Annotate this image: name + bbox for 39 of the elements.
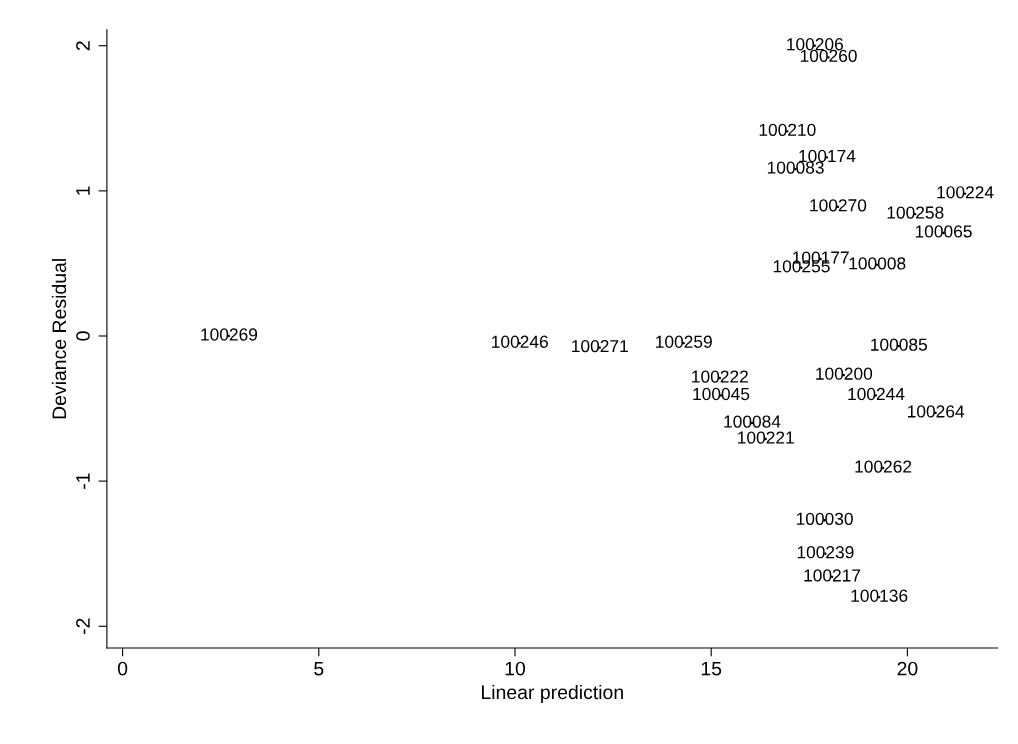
annotation: 100246 [492,335,548,348]
y-tick-label: 2 [76,41,90,51]
annotation: 100136 [851,589,908,602]
annotation: 100239 [797,546,854,559]
x-tick-label: 15 [701,661,722,676]
annotation: 100258 [887,206,944,219]
y-tick-label: 1 [76,186,90,195]
annotation: 100260 [800,49,857,62]
annotation: 100083 [767,161,824,174]
x-axis-title: Linear prediction [481,684,623,704]
x-tick-label: 20 [897,661,918,676]
annotation: 100224 [937,186,994,199]
y-axis-title: Deviance Residual [51,259,67,419]
annotation: 100264 [908,405,965,418]
y-tick-label: -2 [76,618,90,635]
annotation: 100206 [787,38,843,51]
x-tick-label: 0 [117,661,128,676]
y-tick-label: 0 [76,331,90,341]
annotation: 100045 [693,387,750,401]
annotation: 100200 [816,367,873,380]
annotation: 100085 [871,338,927,351]
annotation: 100270 [810,199,867,212]
annotation: 100262 [855,460,912,473]
annotation: 100271 [572,339,628,353]
annotation: 100210 [759,123,816,137]
annotation: 100222 [692,370,748,383]
annotation: 100244 [848,387,905,401]
annotation: 100221 [738,431,794,444]
x-tick-label: 10 [505,661,526,676]
annotation: 100174 [799,149,856,163]
annotation: 100084 [724,415,781,428]
annotation: 100008 [849,257,906,270]
annotation: 100030 [796,512,853,525]
x-tick-label: 5 [314,661,324,676]
annotation: 100065 [915,225,972,238]
annotation: 100259 [656,335,712,348]
annotation: 100217 [804,569,861,582]
annotation: 100269 [201,328,258,341]
y-tick-label: -1 [76,473,90,489]
